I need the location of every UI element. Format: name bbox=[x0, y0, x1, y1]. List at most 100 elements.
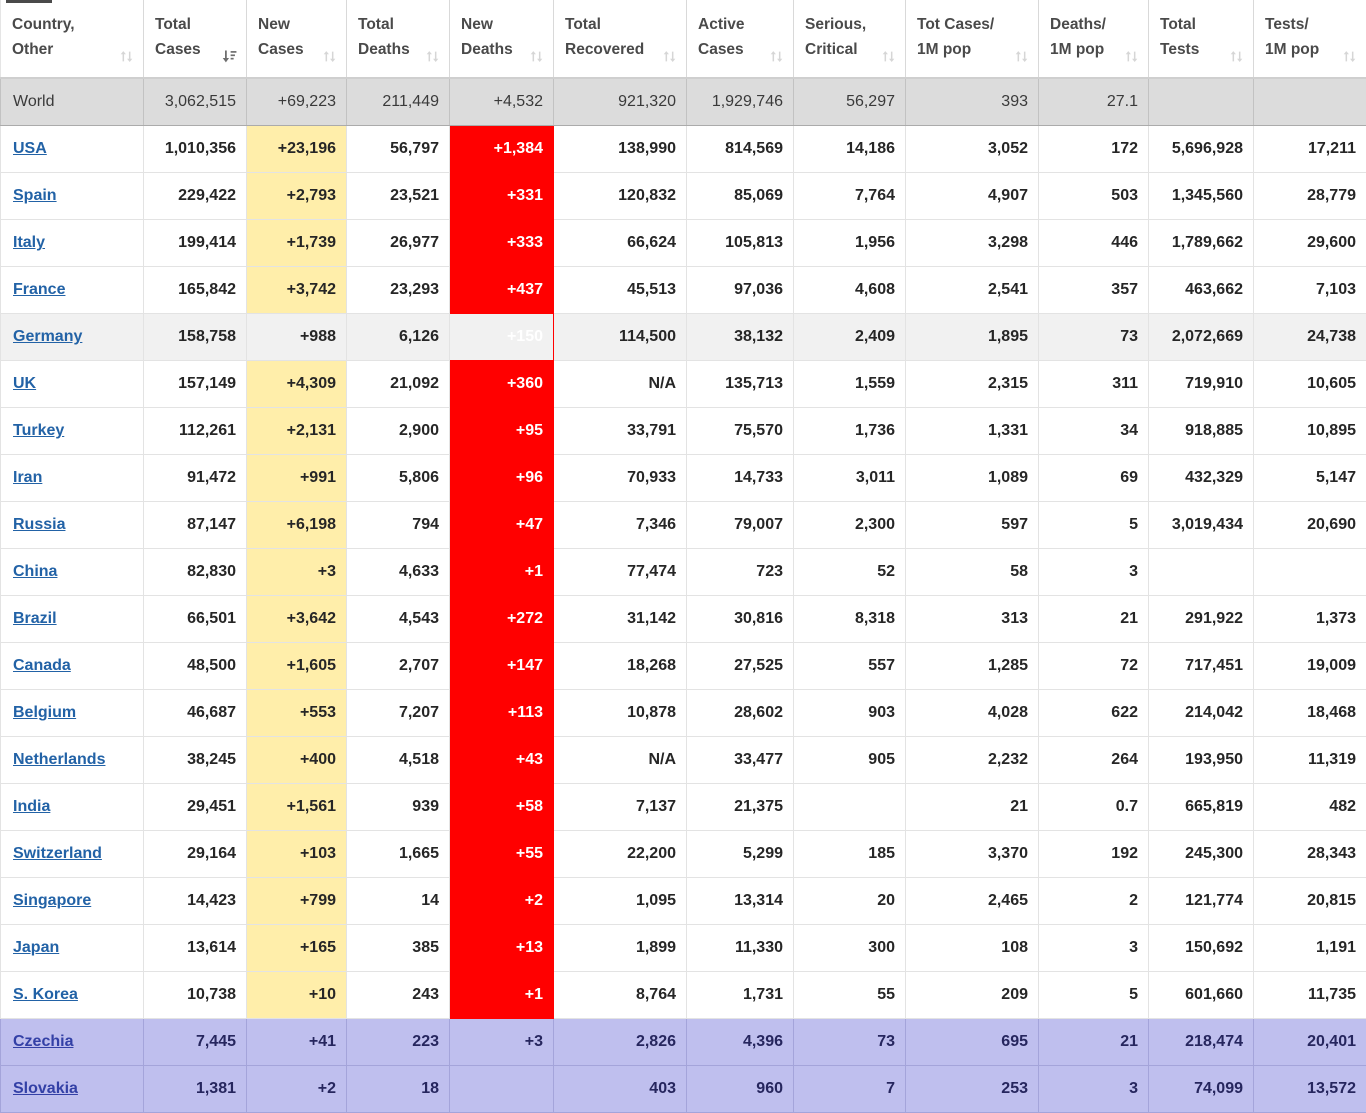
cell-new_deaths: +95 bbox=[450, 408, 554, 455]
cell-total_deaths: 56,797 bbox=[347, 126, 450, 173]
column-header-label: Serious, bbox=[805, 12, 897, 37]
cell-total_tests bbox=[1149, 78, 1254, 126]
cell-active_cases: 14,733 bbox=[687, 455, 794, 502]
cell-serious_critical: 73 bbox=[794, 1019, 906, 1066]
cell-serious_critical: 1,956 bbox=[794, 220, 906, 267]
cell-new_deaths: +150 bbox=[450, 314, 554, 361]
cell-cases_1m: 1,285 bbox=[906, 643, 1039, 690]
column-header-tests_1m[interactable]: Tests/1M pop bbox=[1254, 0, 1366, 78]
cell-country: Brazil bbox=[1, 596, 144, 643]
country-link[interactable]: Singapore bbox=[13, 892, 91, 909]
column-header-deaths_1m[interactable]: Deaths/1M pop bbox=[1039, 0, 1149, 78]
column-header-serious_critical[interactable]: Serious,Critical bbox=[794, 0, 906, 78]
cell-country: Slovakia bbox=[1, 1066, 144, 1113]
country-link[interactable]: Belgium bbox=[13, 704, 76, 721]
country-link[interactable]: Netherlands bbox=[13, 751, 105, 768]
cell-new_cases: +165 bbox=[247, 925, 347, 972]
cell-total_recovered: 7,137 bbox=[554, 784, 687, 831]
cell-total_cases: 91,472 bbox=[144, 455, 247, 502]
country-link[interactable]: Iran bbox=[13, 469, 42, 486]
cell-active_cases: 79,007 bbox=[687, 502, 794, 549]
column-header-country[interactable]: Country,Other bbox=[1, 0, 144, 78]
cell-cases_1m: 4,907 bbox=[906, 173, 1039, 220]
cell-total_deaths: 1,665 bbox=[347, 831, 450, 878]
cell-cases_1m: 695 bbox=[906, 1019, 1039, 1066]
cell-total_cases: 229,422 bbox=[144, 173, 247, 220]
country-link[interactable]: Italy bbox=[13, 234, 45, 251]
cell-total_recovered: 22,200 bbox=[554, 831, 687, 878]
cell-total_deaths: 4,518 bbox=[347, 737, 450, 784]
column-header-label: New bbox=[258, 12, 338, 37]
cell-new_deaths: +1 bbox=[450, 972, 554, 1019]
cell-deaths_1m: 27.1 bbox=[1039, 78, 1149, 126]
country-link[interactable]: USA bbox=[13, 140, 47, 157]
cell-total_tests: 245,300 bbox=[1149, 831, 1254, 878]
cell-total_recovered: 2,826 bbox=[554, 1019, 687, 1066]
country-link[interactable]: China bbox=[13, 563, 57, 580]
cell-active_cases: 13,314 bbox=[687, 878, 794, 925]
cell-active_cases: 11,330 bbox=[687, 925, 794, 972]
column-header-label: Total bbox=[565, 12, 678, 37]
cell-total_recovered: 66,624 bbox=[554, 220, 687, 267]
cell-tests_1m: 17,211 bbox=[1254, 126, 1366, 173]
column-header-cases_1m[interactable]: Tot Cases/1M pop bbox=[906, 0, 1039, 78]
country-link[interactable]: Canada bbox=[13, 657, 71, 674]
country-link[interactable]: France bbox=[13, 281, 65, 298]
country-link[interactable]: Switzerland bbox=[13, 845, 102, 862]
cell-new_deaths bbox=[450, 1066, 554, 1113]
cell-tests_1m: 20,815 bbox=[1254, 878, 1366, 925]
country-link[interactable]: Japan bbox=[13, 939, 59, 956]
country-link[interactable]: Turkey bbox=[13, 422, 64, 439]
cell-new_deaths: +360 bbox=[450, 361, 554, 408]
country-link[interactable]: Brazil bbox=[13, 610, 57, 627]
cell-deaths_1m: 503 bbox=[1039, 173, 1149, 220]
cell-new_cases: +2,793 bbox=[247, 173, 347, 220]
sort-both-icon bbox=[1229, 49, 1244, 64]
country-link[interactable]: S. Korea bbox=[13, 986, 78, 1003]
cell-country: UK bbox=[1, 361, 144, 408]
country-link[interactable]: Russia bbox=[13, 516, 65, 533]
cell-country: Germany bbox=[1, 314, 144, 361]
country-link[interactable]: India bbox=[13, 798, 50, 815]
cell-total_tests: 3,019,434 bbox=[1149, 502, 1254, 549]
country-link[interactable]: UK bbox=[13, 375, 36, 392]
cell-total_recovered: 120,832 bbox=[554, 173, 687, 220]
cell-country: World bbox=[1, 78, 144, 126]
cell-total_cases: 7,445 bbox=[144, 1019, 247, 1066]
cell-total_recovered: 77,474 bbox=[554, 549, 687, 596]
cell-cases_1m: 1,089 bbox=[906, 455, 1039, 502]
cell-tests_1m: 482 bbox=[1254, 784, 1366, 831]
cell-deaths_1m: 3 bbox=[1039, 1066, 1149, 1113]
cell-total_recovered: 10,878 bbox=[554, 690, 687, 737]
cell-new_deaths: +331 bbox=[450, 173, 554, 220]
cell-cases_1m: 1,895 bbox=[906, 314, 1039, 361]
sort-both-icon bbox=[881, 49, 896, 64]
country-link[interactable]: Spain bbox=[13, 187, 57, 204]
cell-tests_1m: 28,779 bbox=[1254, 173, 1366, 220]
cell-total_tests: 2,072,669 bbox=[1149, 314, 1254, 361]
cell-new_cases: +991 bbox=[247, 455, 347, 502]
cell-new_cases: +1,605 bbox=[247, 643, 347, 690]
cell-active_cases: 33,477 bbox=[687, 737, 794, 784]
country-link[interactable]: Slovakia bbox=[13, 1080, 78, 1097]
cell-total_cases: 165,842 bbox=[144, 267, 247, 314]
cell-cases_1m: 3,052 bbox=[906, 126, 1039, 173]
cell-total_cases: 1,381 bbox=[144, 1066, 247, 1113]
country-link[interactable]: Germany bbox=[13, 328, 82, 345]
country-link[interactable]: Czechia bbox=[13, 1033, 73, 1050]
cell-active_cases: 38,132 bbox=[687, 314, 794, 361]
